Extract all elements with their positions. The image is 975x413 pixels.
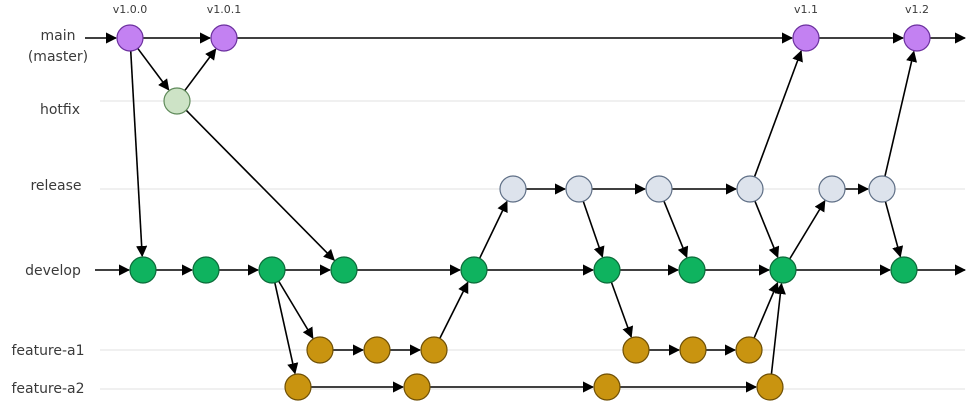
commit-node: [756, 373, 784, 401]
commit-arrow: [789, 200, 826, 260]
branch-label: release: [30, 178, 81, 194]
commit-node: [284, 373, 312, 401]
commit-arrow: [884, 201, 904, 258]
tag-label: v1.0.0: [113, 3, 148, 16]
branch-sublabel: (master): [28, 49, 88, 65]
commit-arrow: [753, 50, 803, 178]
commit-node: [306, 336, 334, 364]
commit-node: [868, 175, 896, 203]
tag-label: v1.1: [794, 3, 818, 16]
branch-label: develop: [25, 263, 81, 279]
commit-node: [890, 256, 918, 284]
commit-arrow: [439, 281, 469, 339]
branch-label: hotfix: [40, 102, 80, 118]
commit-arrow: [663, 200, 689, 259]
tag-label: v1.0.1: [207, 3, 242, 16]
commit-arrow: [754, 200, 780, 259]
commit-node: [499, 175, 527, 203]
commit-node: [163, 87, 191, 115]
commit-arrow: [478, 200, 508, 259]
commit-arrow: [137, 47, 170, 91]
commit-node: [769, 256, 797, 284]
commit-arrow: [582, 201, 605, 258]
commit-node: [460, 256, 488, 284]
commit-node: [363, 336, 391, 364]
commit-node: [420, 336, 448, 364]
commit-node: [129, 256, 157, 284]
commit-node: [678, 256, 706, 284]
commit-arrow: [770, 282, 786, 375]
commit-node: [258, 256, 286, 284]
commit-node: [679, 336, 707, 364]
commit-arrow: [185, 109, 335, 261]
commit-arrow: [274, 282, 299, 375]
commit-node: [330, 256, 358, 284]
tag-label: v1.2: [905, 3, 929, 16]
commit-node: [792, 24, 820, 52]
commit-arrow: [278, 280, 314, 339]
commit-node: [622, 336, 650, 364]
commit-node: [818, 175, 846, 203]
commit-node: [192, 256, 220, 284]
commit-node: [735, 336, 763, 364]
commit-arrow: [129, 50, 148, 258]
commit-arrow: [884, 50, 918, 177]
commit-node: [645, 175, 673, 203]
commit-node: [593, 256, 621, 284]
commit-node: [736, 175, 764, 203]
commit-arrow: [610, 281, 634, 338]
commit-node: [210, 24, 238, 52]
commit-arrow: [753, 281, 779, 339]
commit-node: [593, 373, 621, 401]
commit-node: [903, 24, 931, 52]
branch-label: feature-a2: [11, 381, 84, 397]
branch-label: feature-a1: [11, 343, 84, 359]
branch-label: main: [41, 28, 76, 44]
commit-node: [565, 175, 593, 203]
commit-node: [403, 373, 431, 401]
commit-node: [116, 24, 144, 52]
commit-arrow: [184, 48, 217, 92]
